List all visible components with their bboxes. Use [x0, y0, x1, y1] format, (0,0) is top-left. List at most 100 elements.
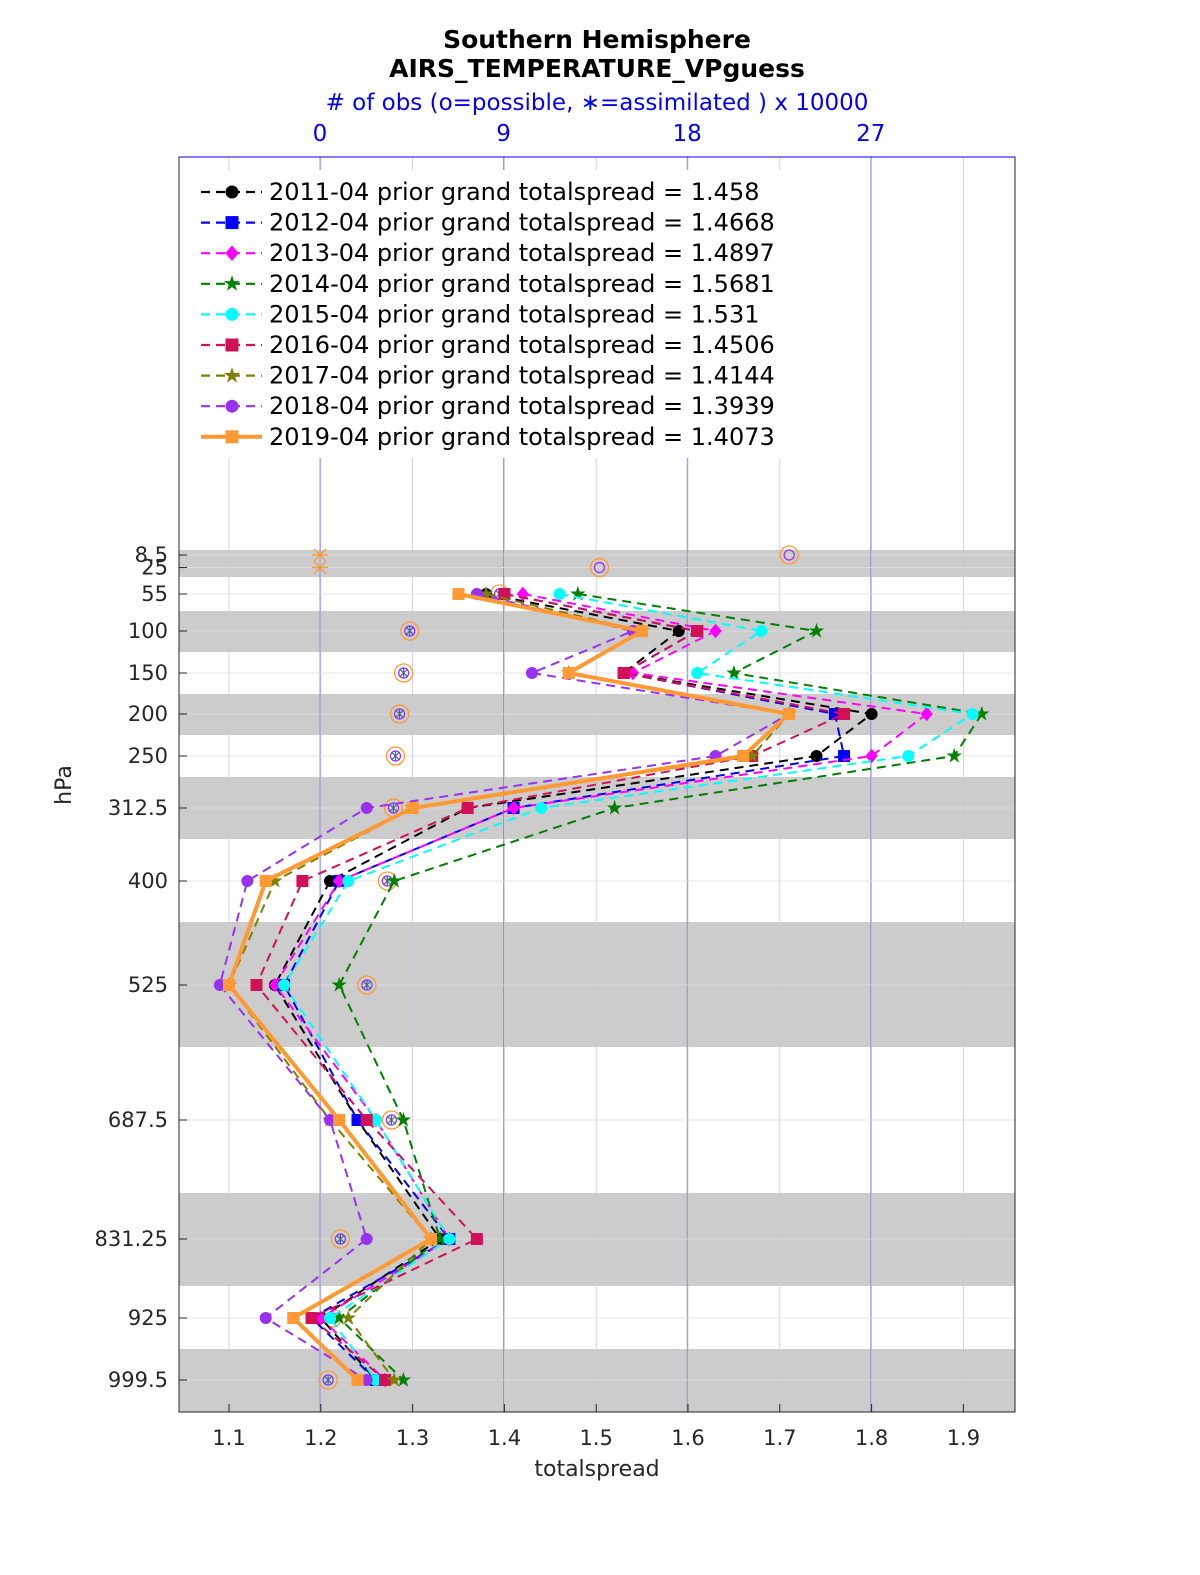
legend-marker — [225, 430, 239, 444]
data-point — [296, 875, 309, 887]
shaded-layer — [179, 560, 1015, 577]
data-point — [259, 1312, 272, 1324]
data-point — [726, 664, 742, 680]
x-tick-label: 1.9 — [947, 1426, 980, 1450]
data-point — [333, 1114, 346, 1126]
y-tick-label: 25 — [141, 556, 168, 580]
data-point — [507, 800, 520, 816]
x-tick-label: 1.1 — [212, 1426, 245, 1450]
obs-possible-marker — [589, 557, 610, 578]
data-point — [562, 667, 575, 679]
data-point — [636, 625, 649, 637]
top-tick-label: 18 — [673, 121, 702, 147]
obs-assimilated-marker — [335, 1234, 345, 1244]
shaded-layer — [179, 922, 1015, 1047]
chart-subtitle: AIRS_TEMPERATURE_VPguess — [389, 54, 805, 83]
legend-marker — [225, 216, 239, 230]
obs-assimilated-marker — [323, 1375, 333, 1385]
obs-possible-marker — [318, 1370, 338, 1390]
legend-marker — [225, 399, 239, 413]
data-point — [360, 802, 373, 814]
x-tick-label: 1.3 — [396, 1426, 429, 1450]
data-point — [755, 625, 768, 637]
obs-assimilated-marker — [399, 668, 409, 678]
legend-label: 2012-04 prior grand totalspread = 1.4668 — [269, 209, 775, 237]
y-tick-label: 999.5 — [108, 1368, 168, 1392]
y-tick-label: 525 — [128, 973, 168, 997]
data-point — [920, 706, 933, 722]
data-point — [808, 622, 825, 638]
shaded-layer — [179, 694, 1015, 735]
legend-marker — [225, 307, 239, 321]
grid-lines — [179, 157, 1015, 1412]
legend: 2011-04 prior grand totalspread = 1.458 2… — [193, 170, 803, 458]
data-point — [902, 750, 915, 762]
data-point — [259, 875, 272, 887]
obs-possible-marker — [779, 545, 799, 565]
legend-marker — [225, 245, 239, 261]
shaded-layer — [179, 1193, 1015, 1286]
legend-label: 2018-04 prior grand totalspread = 1.3939 — [269, 392, 775, 420]
obs-assimilated-marker — [391, 751, 400, 761]
data-point — [461, 802, 474, 814]
legend-label: 2017-04 prior grand totalspread = 1.4144 — [269, 362, 775, 390]
data-point — [331, 976, 347, 992]
data-point — [838, 708, 851, 720]
shaded-layer — [179, 1349, 1015, 1412]
x-tick-label: 1.8 — [855, 1426, 888, 1450]
data-point — [360, 1114, 373, 1126]
data-point — [470, 1233, 483, 1245]
top-tick-label: 9 — [496, 121, 511, 147]
data-point — [709, 623, 722, 639]
data-point — [340, 1309, 357, 1325]
series-9 — [223, 588, 795, 1386]
obs-possible-marker — [389, 704, 410, 724]
legend-marker — [225, 185, 239, 199]
series-line — [337, 593, 984, 1381]
data-point — [379, 1374, 392, 1386]
data-point — [525, 667, 538, 679]
data-point — [386, 872, 402, 888]
obs-possible-marker — [357, 975, 377, 995]
obs-assimilated-marker — [382, 876, 392, 886]
data-point — [342, 875, 355, 887]
data-point — [606, 799, 623, 815]
data-point — [838, 750, 851, 762]
legend-label: 2011-04 prior grand totalspread = 1.458 — [269, 178, 759, 206]
data-point — [424, 1233, 437, 1245]
data-point — [250, 979, 263, 991]
obs-assimilated-marker — [405, 626, 415, 636]
data-point — [406, 802, 419, 814]
y-tick-label: 150 — [128, 661, 168, 685]
data-point — [305, 1312, 318, 1324]
data-point — [241, 875, 254, 887]
series-5 — [278, 588, 979, 1386]
data-point — [535, 802, 548, 814]
data-point — [865, 748, 878, 764]
top-axis-label: # of obs (o=possible, ∗=assimilated ) x … — [326, 90, 869, 116]
obs-possible-inner — [593, 561, 606, 574]
data-point — [691, 667, 704, 679]
x-tick-label: 1.2 — [304, 1426, 337, 1450]
data-point — [395, 1111, 412, 1127]
data-series — [213, 585, 990, 1388]
top-tick-label: 27 — [856, 121, 885, 147]
legend-marker — [223, 367, 241, 383]
obs-assimilated-marker — [386, 1115, 396, 1125]
x-axis-ticks: 1.1 1.2 1.3 1.4 1.5 1.6 1.7 1.8 1.9 — [212, 1404, 980, 1450]
series-line — [218, 593, 792, 1381]
y-tick-label: 8.5 — [135, 543, 168, 567]
y-tick-label: 687.5 — [108, 1108, 168, 1132]
data-point — [386, 1371, 402, 1387]
obs-assimilated-marker — [395, 709, 404, 719]
x-tick-label: 1.7 — [763, 1426, 796, 1450]
obs-assimilated-marker — [389, 803, 398, 813]
data-point — [351, 1374, 364, 1386]
series-line — [226, 592, 794, 1382]
y-axis-label: hPa — [52, 765, 77, 805]
legend-label: 2016-04 prior grand totalspread = 1.4506 — [269, 331, 775, 359]
y-tick-label: 400 — [128, 869, 168, 893]
top-axis-ticks: 0 9 18 27 — [313, 121, 886, 147]
